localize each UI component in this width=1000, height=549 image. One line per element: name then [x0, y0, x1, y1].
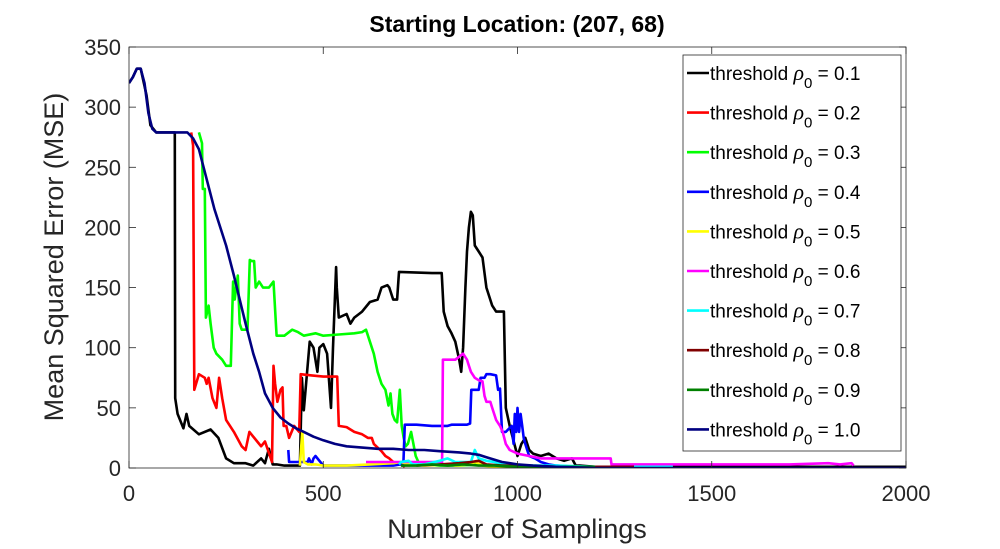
- series-group: [129, 67, 906, 468]
- legend-label: threshold ρ0 = 0.4: [710, 179, 861, 211]
- legend-box: [682, 54, 902, 452]
- legend-label: threshold ρ0 = 0.3: [710, 139, 860, 171]
- legend-entry[interactable]: threshold ρ0 = 0.5: [687, 218, 860, 250]
- legend-label: threshold ρ0 = 0.1: [710, 60, 860, 92]
- series-line-3: [197, 132, 518, 468]
- y-tick-label: 150: [84, 276, 121, 301]
- legend-label: threshold ρ0 = 0.2: [710, 100, 860, 132]
- series-line-1: [129, 67, 906, 468]
- legend-label: threshold ρ0 = 0.6: [710, 258, 860, 290]
- series-line-9: [400, 463, 596, 468]
- legend-entry[interactable]: threshold ρ0 = 0.4: [687, 179, 861, 211]
- legend-entry[interactable]: threshold ρ0 = 0.6: [687, 258, 860, 290]
- legend-entry[interactable]: threshold ρ0 = 1.0: [687, 416, 860, 448]
- ticks-group: 0 500 1000 1500 2000 0 50 100 150 200 250 300 350: [84, 35, 930, 506]
- y-tick-label: 300: [84, 95, 121, 120]
- x-tick-label: 1000: [493, 481, 542, 506]
- y-tick-label: 50: [97, 396, 121, 421]
- y-tick-label: 200: [84, 215, 121, 240]
- legend-entry[interactable]: threshold ρ0 = 0.9: [687, 377, 860, 409]
- y-tick-label: 250: [84, 155, 121, 180]
- series-line-10: [129, 67, 906, 468]
- x-tick-label: 500: [305, 481, 342, 506]
- legend-entry[interactable]: threshold ρ0 = 0.3: [687, 139, 860, 171]
- legend-label: threshold ρ0 = 0.8: [710, 337, 860, 369]
- legend-label: threshold ρ0 = 0.7: [710, 298, 860, 330]
- chart-title: Starting Location: (207, 68): [369, 11, 664, 37]
- x-tick-label: 1500: [687, 481, 736, 506]
- plot-area: 0 500 1000 1500 2000 0 50 100 150 200 250 300 350: [84, 35, 930, 506]
- legend-entry[interactable]: threshold ρ0 = 0.7: [687, 298, 860, 330]
- x-axis-label: Number of Samplings: [387, 514, 647, 544]
- legend-items: threshold ρ0 = 0.1 threshold ρ0 = 0.2 thre…: [687, 60, 861, 448]
- x-tick-label: 0: [123, 481, 135, 506]
- legend-label: threshold ρ0 = 0.5: [710, 218, 860, 250]
- x-tick-label: 2000: [882, 481, 931, 506]
- legend-label: threshold ρ0 = 1.0: [710, 416, 860, 448]
- legend-entry[interactable]: threshold ρ0 = 0.1: [687, 60, 860, 92]
- series-line-2: [189, 132, 406, 468]
- y-axis-label: Mean Squared Error (MSE): [39, 93, 69, 422]
- y-tick-label: 0: [109, 456, 121, 481]
- y-tick-label: 350: [84, 35, 121, 60]
- legend-entry[interactable]: threshold ρ0 = 0.2: [687, 100, 860, 132]
- legend-entry[interactable]: threshold ρ0 = 0.8: [687, 337, 860, 369]
- y-tick-label: 100: [84, 336, 121, 361]
- legend[interactable]: threshold ρ0 = 0.1 threshold ρ0 = 0.2 thre…: [682, 54, 902, 452]
- legend-label: threshold ρ0 = 0.9: [710, 377, 860, 409]
